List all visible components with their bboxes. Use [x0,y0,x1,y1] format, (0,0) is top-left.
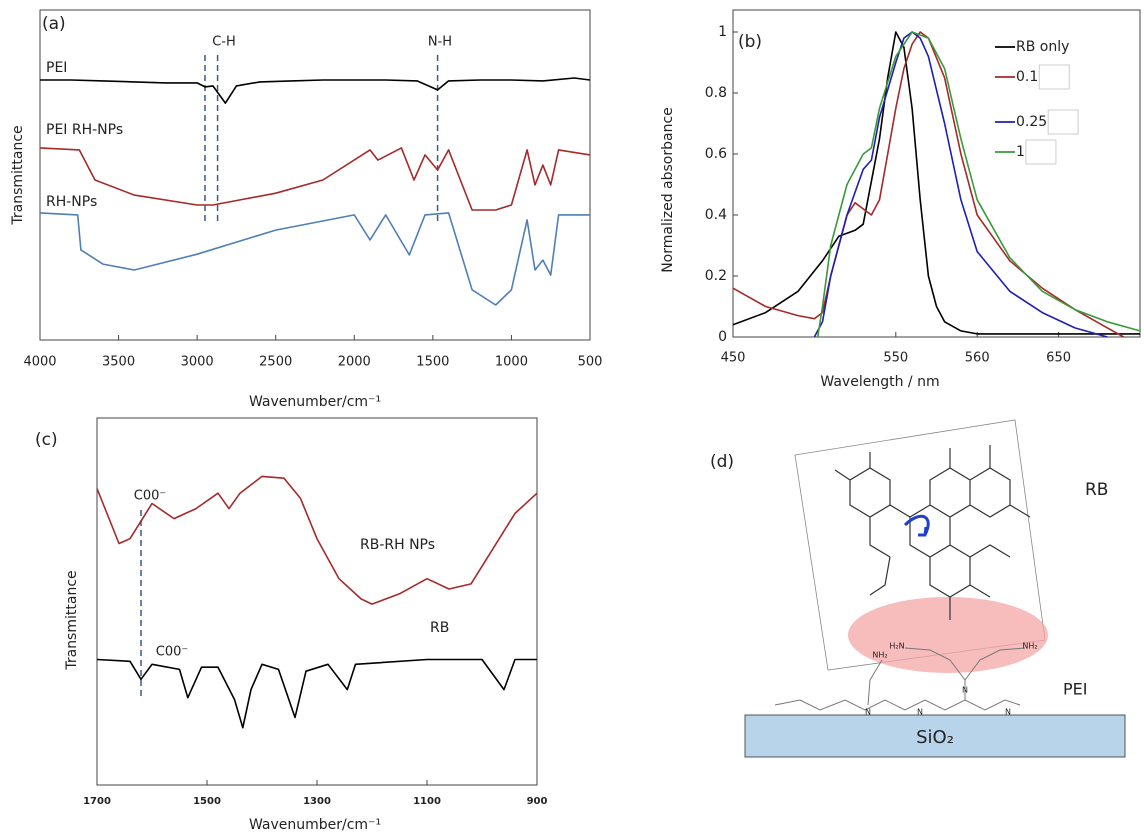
x-tick-label: 550 [883,351,908,366]
polymer-chain [774,647,1026,711]
x-axis-label: Wavelength / nm [820,374,939,390]
chart-panel: (c) 1700 1500 1300 1100 900 Wavenumber/cm⁻¹ Tra… [35,417,548,833]
molecule-bonds [834,445,1031,620]
legend-label: RB only [1016,39,1069,55]
x-tick-label: 560 [965,351,990,366]
series-line [96,475,538,605]
x-tick-label: 3000 [181,355,214,370]
chart-panel: (a) 4000 3500 3000 2500 2000 1500 1000 500 Wavenu… [10,9,603,410]
marker-label: C-H [212,35,236,50]
series-line [732,31,1125,338]
atom-label: N [1005,708,1011,717]
x-tick-label: 3500 [102,355,135,370]
rotation-arrow [903,514,930,537]
marker-label: C00⁻ [134,489,166,504]
panel-label: (c) [35,430,58,450]
y-tick-label: 0 [718,329,727,345]
y-axis-label: Transmittance [10,125,26,225]
plot-frame [96,417,538,786]
x-tick-label: 1700 [83,796,111,807]
atom-label: N [962,686,968,695]
series-line [816,31,1141,338]
x-tick-label: 450 [721,351,746,366]
series-line [813,31,1108,338]
x-tick-label: 2500 [259,355,292,370]
series-line [732,31,1140,335]
molecule-label: RB [1085,480,1108,500]
series-label: RB [430,620,449,636]
y-tick-label: 0.8 [705,85,727,101]
plot-frame [39,9,591,341]
atom-label: N [865,708,871,717]
atom-label: H₂N [889,642,904,651]
x-tick-label: 500 [578,355,603,370]
x-tick-label: 900 [527,796,548,807]
legend-box [1038,64,1070,90]
legend-box [1025,139,1057,165]
x-tick-label: 1000 [495,355,528,370]
substrate [744,714,1126,758]
atom-label: NH₂ [1022,642,1037,651]
marker-label: C00⁻ [156,645,188,660]
series-line [96,658,537,729]
x-tick-label: 650 [1046,351,1071,366]
x-tick-label: 1500 [193,796,221,807]
series-line [39,212,590,306]
polymer-label: PEI [1063,680,1087,699]
x-tick-label: 1500 [416,355,449,370]
binding-region [848,597,1048,673]
series-label: RH-NPs [46,194,97,210]
panel-label: (b) [738,32,762,52]
series-label: RB-RH NPs [360,537,435,553]
series-label: PEI [46,60,67,76]
x-tick-label: 4000 [23,355,56,370]
y-tick-label: 1 [718,24,727,40]
x-tick-label: 2000 [338,355,371,370]
y-axis-label: Normalized absorbance [660,107,676,273]
legend-label: 0.1 [1016,69,1038,85]
series-line [40,77,591,104]
series-line [39,147,591,211]
x-tick-label: 1100 [413,796,441,807]
atom-label: N [917,708,923,717]
atom-label: NH₂ [872,651,887,660]
x-tick-label: 1300 [303,796,331,807]
y-axis-label: Transmittance [64,570,80,670]
legend-label: 0.25 [1016,114,1047,130]
y-tick-label: 0.6 [705,146,727,162]
diagram-d: (d) RB PEI SiO₂ [710,419,1126,758]
chart-panel: (b) 450 550 560 650 0 0.2 0.4 0.6 0.8 1 Wavelength … [660,9,1141,390]
panel-label: (d) [710,452,734,472]
y-tick-label: 0.4 [705,207,727,223]
y-tick-label: 0.2 [705,268,727,284]
x-axis-label: Wavenumber/cm⁻¹ [249,817,381,833]
panel-label: (a) [42,14,66,34]
plot-frame [732,9,1141,338]
series-label: PEI RH-NPs [46,122,123,138]
legend-box [1047,109,1079,135]
substrate-label: SiO₂ [916,727,954,748]
marker-label: N-H [428,35,452,50]
x-axis-label: Wavenumber/cm⁻¹ [249,394,381,410]
legend-label: 1 [1016,144,1025,160]
